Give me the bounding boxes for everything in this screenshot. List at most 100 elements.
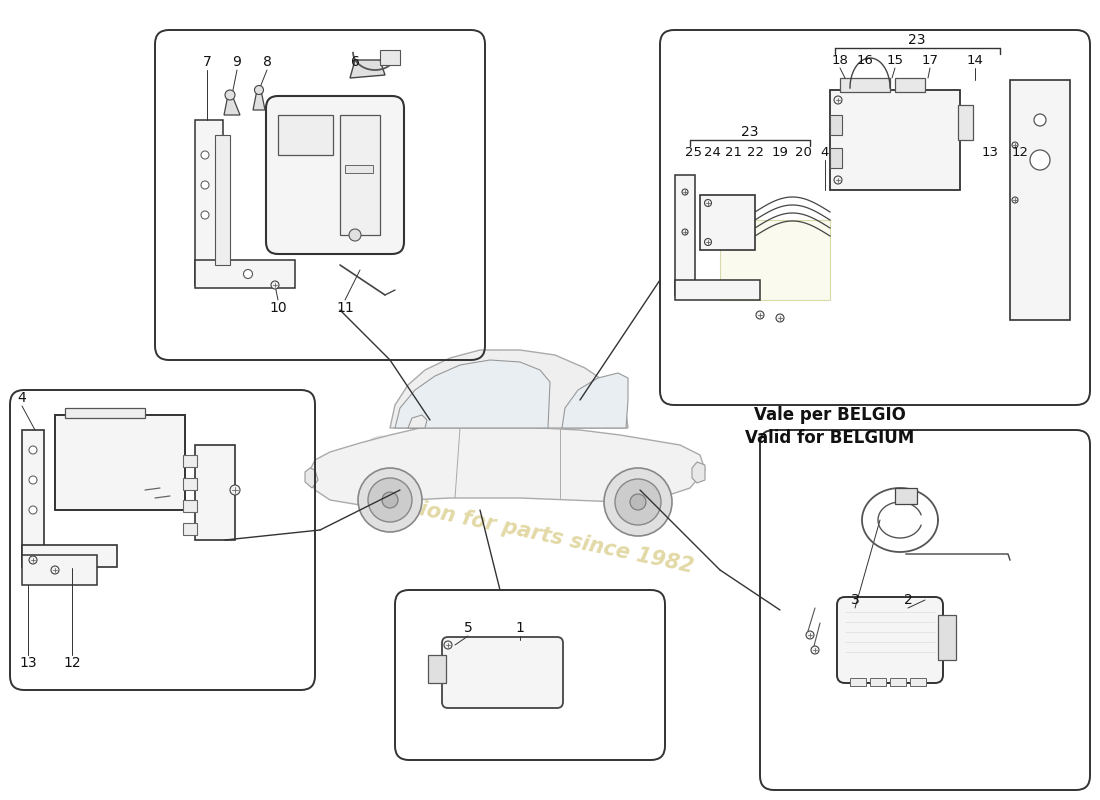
Text: 2: 2: [903, 593, 912, 607]
Text: Vale per BELGIO: Vale per BELGIO: [755, 406, 906, 424]
Text: 4: 4: [821, 146, 829, 158]
FancyBboxPatch shape: [837, 597, 943, 683]
Bar: [1010, 80, 1070, 320]
Bar: [345, 165, 373, 173]
Circle shape: [756, 311, 764, 319]
Bar: [675, 175, 695, 295]
Text: 1: 1: [516, 621, 525, 635]
Circle shape: [201, 181, 209, 189]
Text: 18: 18: [832, 54, 848, 66]
Circle shape: [1012, 142, 1018, 148]
Text: 22: 22: [747, 146, 763, 158]
Text: 7: 7: [202, 55, 211, 69]
Circle shape: [271, 281, 279, 289]
Bar: [214, 135, 230, 265]
Bar: [428, 655, 446, 683]
Bar: [850, 678, 866, 686]
Bar: [183, 455, 197, 467]
Text: a passion for parts since 1982: a passion for parts since 1982: [344, 483, 695, 577]
Circle shape: [201, 211, 209, 219]
Circle shape: [704, 199, 712, 206]
Bar: [183, 500, 197, 512]
Circle shape: [1030, 150, 1050, 170]
Bar: [22, 430, 44, 560]
Bar: [830, 148, 842, 168]
Polygon shape: [692, 462, 705, 483]
Bar: [183, 478, 197, 490]
Bar: [340, 115, 379, 235]
Circle shape: [834, 96, 842, 104]
Bar: [840, 78, 890, 92]
Circle shape: [1012, 197, 1018, 203]
Bar: [938, 615, 956, 660]
Bar: [22, 545, 117, 567]
Text: 14: 14: [967, 54, 983, 66]
Text: 9: 9: [232, 55, 241, 69]
Polygon shape: [305, 468, 318, 488]
Circle shape: [29, 476, 37, 484]
Circle shape: [776, 314, 784, 322]
Bar: [675, 280, 760, 300]
Bar: [890, 678, 906, 686]
Text: 15: 15: [887, 54, 903, 66]
Bar: [195, 260, 295, 288]
Bar: [55, 415, 185, 510]
Bar: [870, 678, 886, 686]
Text: 5: 5: [463, 621, 472, 635]
Text: eurocars: eurocars: [360, 424, 620, 476]
Circle shape: [704, 238, 712, 246]
Bar: [830, 115, 842, 135]
Circle shape: [51, 566, 59, 574]
Circle shape: [358, 468, 422, 532]
Text: 20: 20: [794, 146, 812, 158]
Circle shape: [806, 631, 814, 639]
Text: 6: 6: [351, 55, 360, 69]
Bar: [379, 50, 400, 65]
FancyBboxPatch shape: [442, 637, 563, 708]
Circle shape: [834, 176, 842, 184]
Polygon shape: [350, 60, 385, 78]
Bar: [22, 555, 97, 585]
Bar: [195, 120, 223, 285]
Polygon shape: [408, 415, 427, 428]
Bar: [830, 90, 960, 190]
Text: 8: 8: [263, 55, 272, 69]
Circle shape: [811, 646, 819, 654]
Text: 12: 12: [63, 656, 80, 670]
FancyBboxPatch shape: [266, 96, 404, 254]
Text: 12: 12: [1012, 146, 1028, 158]
Circle shape: [682, 229, 688, 235]
Polygon shape: [395, 360, 550, 428]
Text: 13: 13: [981, 146, 999, 158]
Bar: [895, 78, 925, 92]
Text: 25: 25: [684, 146, 702, 158]
Circle shape: [230, 485, 240, 495]
Circle shape: [615, 479, 661, 525]
Text: 23: 23: [909, 33, 926, 47]
Circle shape: [29, 446, 37, 454]
Circle shape: [682, 189, 688, 195]
Circle shape: [29, 556, 37, 564]
Text: 17: 17: [922, 54, 938, 66]
Polygon shape: [390, 350, 628, 428]
Text: 23: 23: [741, 125, 759, 139]
Circle shape: [604, 468, 672, 536]
Bar: [910, 678, 926, 686]
Text: 13: 13: [19, 656, 36, 670]
Bar: [700, 195, 755, 250]
Bar: [720, 220, 830, 300]
Circle shape: [382, 492, 398, 508]
Circle shape: [254, 86, 264, 94]
Bar: [895, 488, 917, 504]
Circle shape: [1034, 114, 1046, 126]
Text: 3: 3: [850, 593, 859, 607]
Text: 11: 11: [337, 301, 354, 315]
Text: Valid for BELGIUM: Valid for BELGIUM: [746, 429, 914, 447]
Circle shape: [630, 494, 646, 510]
Text: 4: 4: [18, 391, 26, 405]
Circle shape: [29, 506, 37, 514]
Bar: [195, 445, 235, 540]
Text: 21: 21: [725, 146, 741, 158]
Text: 10: 10: [270, 301, 287, 315]
Text: 19: 19: [771, 146, 789, 158]
